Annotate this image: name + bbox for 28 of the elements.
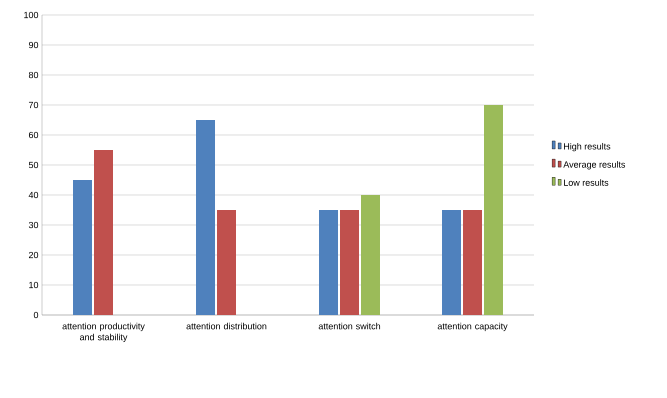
- bar: [340, 210, 359, 315]
- y-tick-label: 70: [28, 102, 38, 108]
- y-tick-label: 40: [28, 192, 38, 198]
- y-tick-label: 0: [34, 312, 38, 318]
- bar: [196, 120, 216, 315]
- y-tick-label: 50: [28, 162, 38, 168]
- y-tick-label: 90: [28, 42, 38, 48]
- y-tick-label: 100: [24, 12, 38, 18]
- bar: [360, 194, 380, 315]
- bar: [94, 150, 113, 315]
- x-tick-label: attention productivity and stability: [62, 322, 145, 342]
- bar: [319, 210, 338, 315]
- y-tick-label: 20: [28, 252, 38, 258]
- legend-label: Low results: [564, 179, 608, 186]
- y-tick-label: 10: [29, 282, 38, 288]
- bar: [217, 210, 236, 315]
- bar: [73, 180, 92, 315]
- legend-label: Average results: [563, 161, 626, 170]
- x-tick-label: attention capacity: [438, 322, 508, 332]
- x-tick-label: attention distribution: [186, 322, 266, 330]
- bar: [484, 104, 503, 315]
- y-tick-label: 60: [28, 132, 38, 138]
- y-tick-label: 30: [28, 222, 38, 228]
- y-tick-label: 80: [28, 72, 38, 78]
- bar: [463, 210, 482, 315]
- legend-label: High results: [564, 142, 610, 152]
- bar: [442, 210, 462, 315]
- x-tick-label: attention switch: [318, 322, 380, 330]
